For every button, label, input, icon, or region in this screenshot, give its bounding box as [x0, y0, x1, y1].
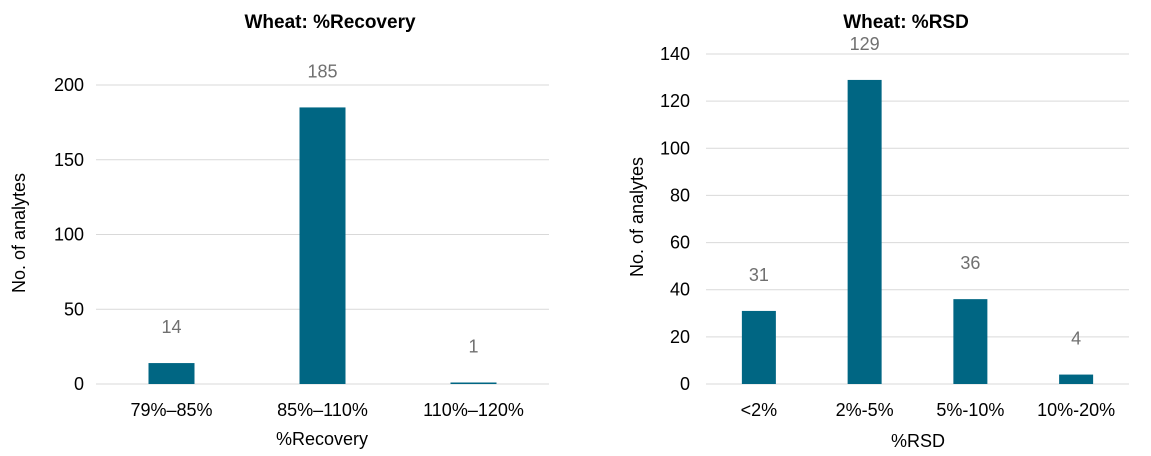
y-tick-label: 120: [660, 91, 690, 111]
data-label: 14: [161, 317, 181, 337]
y-tick-label: 80: [670, 185, 690, 205]
data-label: 185: [307, 61, 337, 81]
y-tick-label: 60: [670, 233, 690, 253]
bar: [450, 382, 497, 384]
data-label: 129: [850, 34, 880, 54]
y-tick-label: 100: [660, 138, 690, 158]
y-tick-label: 200: [54, 75, 84, 95]
bar: [741, 310, 776, 384]
y-tick-label: 0: [74, 374, 84, 394]
y-axis-label: No. of analytes: [9, 173, 29, 293]
bar: [299, 107, 346, 385]
x-tick-label: 10%-20%: [1037, 400, 1115, 420]
y-tick-label: 50: [64, 299, 84, 319]
y-axis-label: No. of analytes: [627, 157, 647, 277]
data-label: 4: [1071, 329, 1081, 349]
y-tick-label: 100: [54, 225, 84, 245]
y-tick-label: 150: [54, 150, 84, 170]
bar: [847, 79, 882, 384]
x-tick-label: 110%–120%: [423, 400, 524, 420]
bar: [1059, 374, 1094, 384]
y-tick-label: 40: [670, 280, 690, 300]
x-tick-label: 85%–110%: [277, 400, 368, 420]
recovery-chart: Wheat: %Recovery %Recovery No. of analyt…: [9, 12, 549, 449]
rsd-chart: Wheat: %RSD %RSD No. of analytes 0 20 40 60…: [627, 12, 1129, 451]
y-tick-label: 140: [660, 44, 690, 64]
bar: [148, 363, 195, 384]
x-tick-label: 2%-5%: [836, 400, 894, 420]
x-axis-label: %RSD: [891, 431, 945, 451]
x-tick-label: 5%-10%: [936, 400, 1004, 420]
x-axis-label: %Recovery: [276, 429, 368, 449]
chart-title: Wheat: %RSD: [843, 12, 969, 33]
data-label: 36: [960, 253, 980, 273]
bar: [953, 299, 988, 384]
chart-title: Wheat: %Recovery: [244, 12, 415, 33]
x-tick-label: <2%: [741, 400, 778, 420]
y-tick-label: 0: [680, 374, 690, 394]
data-label: 1: [468, 337, 478, 357]
x-tick-label: 79%–85%: [130, 400, 212, 420]
y-tick-label: 20: [670, 327, 690, 347]
data-label: 31: [749, 265, 769, 285]
